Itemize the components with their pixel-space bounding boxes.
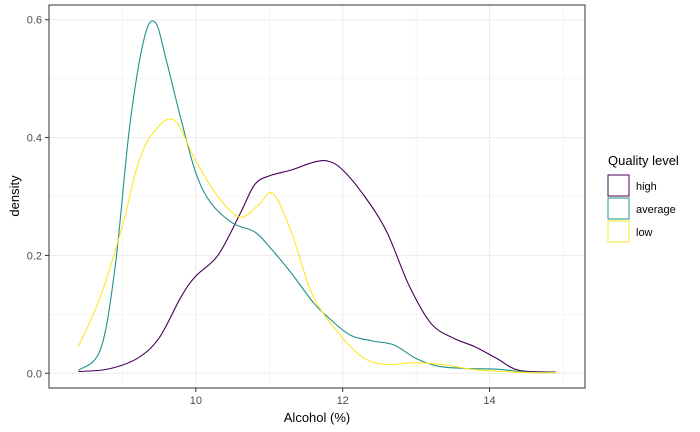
x-axis-ticks: 10 12 14 bbox=[190, 388, 496, 407]
y-axis-title: density bbox=[7, 175, 22, 217]
y-tick-label: 0.0 bbox=[27, 368, 42, 380]
legend-item-high: high bbox=[607, 174, 657, 197]
density-curve-average bbox=[77, 20, 556, 374]
x-tick-label: 12 bbox=[337, 395, 349, 407]
legend: Quality level high average low bbox=[607, 153, 679, 243]
plot-panel-border bbox=[48, 4, 586, 389]
legend-key-average bbox=[607, 197, 630, 220]
legend-item-low: low bbox=[607, 220, 653, 243]
major-gridlines bbox=[49, 5, 585, 388]
y-tick-label: 0.2 bbox=[27, 250, 42, 262]
x-tick-label: 10 bbox=[190, 395, 202, 407]
minor-gridlines bbox=[49, 5, 585, 388]
legend-key-high bbox=[607, 174, 630, 197]
legend-title: Quality level bbox=[608, 153, 679, 168]
legend-key-low bbox=[607, 220, 630, 243]
y-axis-ticks: 0.0 0.2 0.4 0.6 bbox=[27, 15, 49, 380]
x-axis-title: Alcohol (%) bbox=[284, 410, 350, 425]
density-curve-low bbox=[77, 118, 556, 374]
legend-item-average: average bbox=[607, 197, 676, 220]
legend-label: low bbox=[636, 227, 653, 239]
x-tick-label: 14 bbox=[483, 395, 495, 407]
y-tick-label: 0.6 bbox=[27, 15, 42, 27]
legend-label: high bbox=[636, 181, 657, 193]
density-curve-high bbox=[78, 160, 556, 373]
legend-label: average bbox=[636, 204, 676, 216]
y-tick-label: 0.4 bbox=[27, 133, 42, 145]
density-curves bbox=[77, 20, 556, 374]
